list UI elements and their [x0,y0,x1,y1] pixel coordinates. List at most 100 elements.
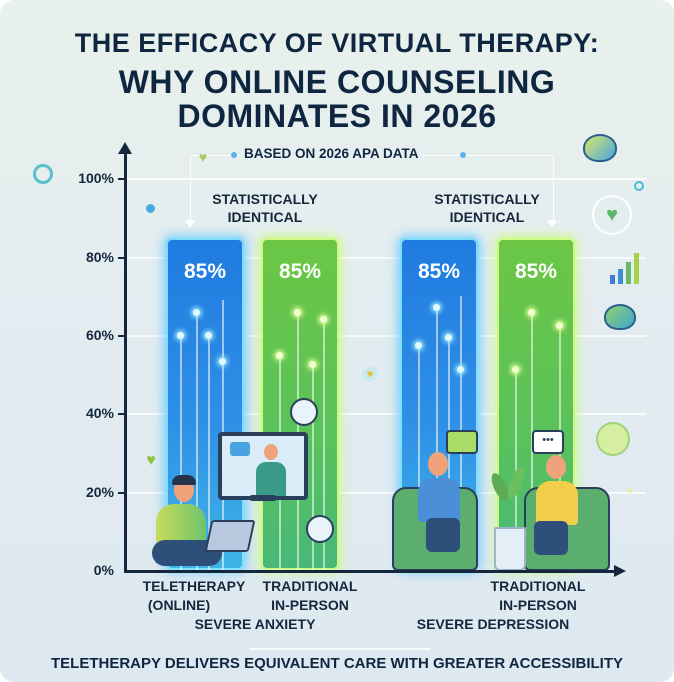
y-tick [118,178,125,180]
x-axis-arrow-icon [614,565,626,577]
annotation-left: STATISTICALLY IDENTICAL [190,190,340,226]
bar-node [512,366,519,373]
footer-tagline: TELETHERAPY DELIVERS EQUIVALENT CARE WIT… [51,655,623,672]
client-person [416,452,462,552]
y-tick-label: 0% [93,562,114,578]
bar-node [205,332,212,339]
client-head [428,452,448,476]
brain-icon [583,134,617,162]
arrow-down-icon [185,220,195,228]
mini-bar [634,253,639,284]
plant-leaf [504,464,528,502]
annotation-left-line1: STATISTICALLY [212,191,318,207]
bar-label-line2: (ONLINE) [147,597,211,613]
mini-bar [618,269,623,284]
y-tick [118,492,125,494]
annotation-right: STATISTICALLY IDENTICAL [412,190,562,226]
y-axis-arrow-icon [118,142,132,154]
bar-label-line1: TELETHERAPY [142,578,246,594]
bar-stem [531,313,533,570]
client-body [418,478,460,522]
arrow-down-icon [547,220,557,228]
y-tick [118,257,125,259]
bar-node [219,358,226,365]
sparkle-icon: + [626,482,635,498]
y-tick-label: 40% [85,405,114,421]
mini-bar [610,275,615,284]
y-tick-label: 20% [85,484,114,500]
therapist-head [546,455,566,479]
bar-node [177,332,184,339]
bar-value-label: 85% [417,260,461,283]
therapist-avatar [264,444,278,460]
annotation-right-line2: IDENTICAL [449,209,525,225]
annotation-left-line2: IDENTICAL [227,209,303,225]
mini-bar [626,262,631,284]
bar-stem [180,336,182,570]
bar-stem [312,365,314,570]
chat-bubble-icon [446,430,478,454]
bar-label-line1: TRADITIONAL [490,578,586,594]
bar-node [276,352,283,359]
brain-bubble-icon [596,422,630,456]
therapist-body [256,462,286,496]
bar-value-label: 85% [278,260,322,283]
bar-node [445,334,452,341]
subtitle-dot-right [460,152,466,158]
y-tick [118,413,125,415]
plant-icon [488,462,528,522]
heart-icon: ♥ [146,452,156,469]
ring-dot-icon [634,181,644,191]
user-circle-icon [290,398,318,426]
therapist-body [536,481,578,525]
bar-label-teletherapy: TELETHERAPY (ONLINE) [134,577,254,615]
annotation-right-line1: STATISTICALLY [434,191,540,207]
subtitle-dot-left [231,152,237,158]
gridline-100 [126,178,646,180]
laptop-icon [204,520,256,552]
progress-ring-icon [33,164,53,184]
y-tick-label: 80% [85,249,114,265]
group-label-depression: SEVERE DEPRESSION [416,616,570,632]
bar-stem [418,346,420,570]
gridline-20 [126,492,646,494]
typing-bubble-icon: ••• [532,430,564,454]
bar-chart-icon [610,252,640,284]
bar-value-label: 85% [514,260,558,283]
title-line-2: WHY ONLINE COUNSELING [118,64,556,100]
gridline-60 [126,335,646,337]
footer-divider [250,648,430,650]
bar-value-label: 85% [183,260,227,283]
monitor-stand [250,495,276,501]
brain-icon [604,304,636,330]
user-circle-icon [306,515,334,543]
bar-node [309,361,316,368]
y-tick-label: 60% [85,327,114,343]
bar-label-in-person-2: TRADITIONAL IN-PERSON [478,577,598,615]
x-axis [124,570,618,573]
chat-bubble-icon [230,442,250,456]
y-tick [118,335,125,337]
dot-icon [146,204,155,213]
bar-node [320,316,327,323]
bar-stem [436,308,438,570]
bar-stem [196,313,198,570]
heart-icon: ♥ [362,366,378,382]
video-call-monitor-icon [218,432,308,500]
bar-label-line2: IN-PERSON [499,597,577,613]
bar-node [415,342,422,349]
bar-stem [208,336,210,570]
plant-pot [494,527,526,571]
therapist-legs [534,521,568,555]
y-axis [124,150,127,572]
heart-chat-icon: ♥ [592,195,632,235]
bar-label-line2: IN-PERSON [271,597,349,613]
subtitle: BASED ON 2026 APA DATA [240,146,423,161]
group-label-anxiety: SEVERE ANXIETY [194,616,316,632]
client-legs [426,518,460,552]
heart-icon: ♥ [198,149,208,165]
bar-node [193,309,200,316]
bar-stem [323,320,325,570]
gridline-80 [126,257,646,259]
